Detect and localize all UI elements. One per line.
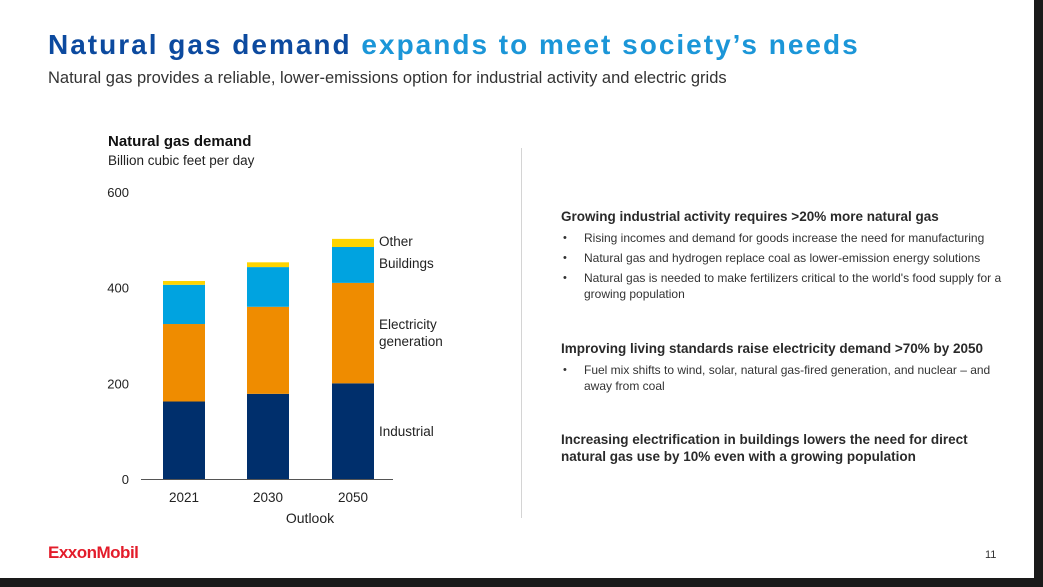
slide-title: Natural gas demand expands to meet socie…: [48, 26, 860, 64]
bar-segment-industrial: [332, 383, 374, 479]
x-tick-label: 2050: [338, 490, 368, 505]
bar-segment-other: [163, 280, 205, 285]
section-heading: Increasing electrification in buildings …: [561, 432, 968, 464]
x-axis-label: Outlook: [286, 510, 335, 526]
page-number: 11: [985, 549, 997, 561]
bar-segment-buildings: [163, 284, 205, 325]
chart-title: Natural gas demand: [108, 133, 252, 150]
x-tick-label: 2030: [253, 490, 283, 505]
bar-segment-electricity-generation: [163, 324, 205, 402]
bullet-list: Fuel mix shifts to wind, solar, natural …: [561, 362, 1011, 394]
slide: Natural gas demand expands to meet socie…: [0, 0, 1034, 578]
exxonmobil-logo: ExxonMobil: [48, 543, 139, 562]
y-tick-label: 0: [122, 472, 129, 487]
section-buildings: Increasing electrification in buildings …: [561, 431, 1011, 465]
bar-segment-electricity-generation: [332, 282, 374, 384]
series-label: Industrial: [379, 424, 434, 439]
slide-subtitle: Natural gas provides a reliable, lower-e…: [48, 69, 727, 87]
series-label: Buildings: [379, 256, 434, 271]
x-tick-label: 2021: [169, 490, 199, 505]
bullet-item: Fuel mix shifts to wind, solar, natural …: [561, 362, 1011, 394]
bar-segment-other: [332, 238, 374, 248]
bullet-item: Rising incomes and demand for goods incr…: [561, 230, 1011, 246]
section-industrial: Growing industrial activity requires >20…: [561, 208, 1011, 306]
section-electricity: Improving living standards raise electri…: [561, 340, 1011, 398]
series-label: Electricity generation: [379, 317, 443, 349]
series-label: Other: [379, 234, 413, 249]
bullet-item: Natural gas is needed to make fertilizer…: [561, 270, 1011, 302]
section-heading: Improving living standards raise electri…: [561, 341, 984, 356]
title-part-2: expands to meet society’s needs: [361, 29, 860, 60]
window-edge: [1034, 0, 1043, 587]
chart-unit-label: Billion cubic feet per day: [108, 153, 255, 168]
bar-segment-industrial: [163, 401, 205, 479]
bullet-list: Rising incomes and demand for goods incr…: [561, 230, 1011, 302]
bullet-item: Natural gas and hydrogen replace coal as…: [561, 250, 1011, 266]
y-tick-label: 200: [107, 376, 129, 391]
bar-segment-buildings: [332, 247, 374, 283]
bar-segment-industrial: [247, 393, 289, 479]
column-divider: [521, 148, 522, 518]
y-tick-label: 600: [107, 185, 129, 200]
y-tick-label: 400: [107, 281, 129, 296]
bar-segment-other: [247, 262, 289, 268]
title-part-1: Natural gas demand: [48, 29, 352, 60]
bar-segment-buildings: [247, 267, 289, 307]
section-heading: Growing industrial activity requires >20…: [561, 209, 939, 224]
bar-segment-electricity-generation: [247, 306, 289, 394]
